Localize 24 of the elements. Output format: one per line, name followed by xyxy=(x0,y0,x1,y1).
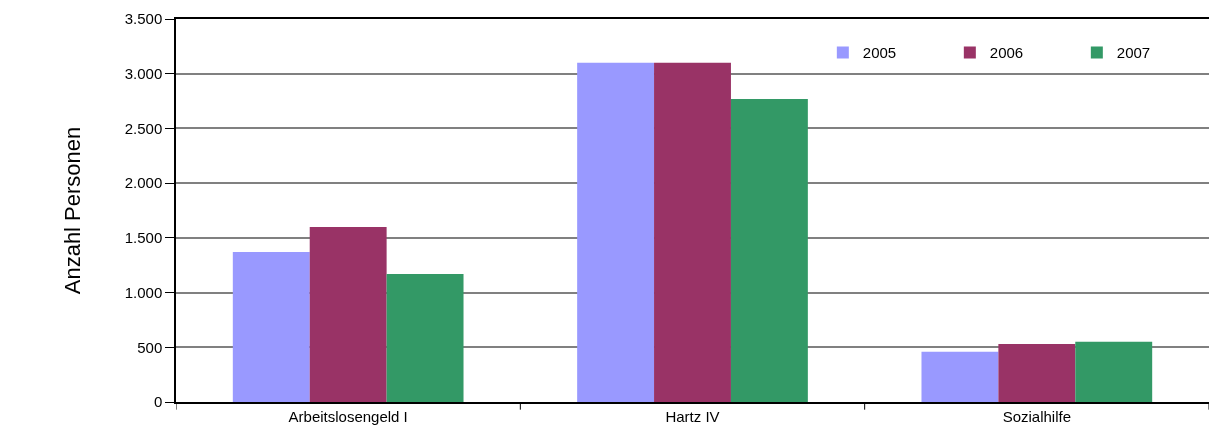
y-axis-title: Anzahl Personen xyxy=(60,126,85,295)
y-tick-label: 3.500 xyxy=(124,10,163,28)
y-tick-label: 500 xyxy=(137,338,163,356)
bar xyxy=(730,98,808,402)
x-tick-label: Hartz IV xyxy=(665,407,720,425)
y-tick-label: 0 xyxy=(153,393,163,411)
legend-label: 2007 xyxy=(1116,44,1151,62)
bar xyxy=(921,351,999,402)
bar xyxy=(386,273,464,402)
x-tick-label: Arbeitslosengeld I xyxy=(288,407,408,425)
legend-label: 2005 xyxy=(862,44,897,62)
bar xyxy=(1075,341,1153,402)
bar xyxy=(654,62,731,402)
y-tick-label: 2.000 xyxy=(124,174,163,192)
y-tick-label: 1.500 xyxy=(124,229,163,247)
y-tick-label: 2.500 xyxy=(124,119,163,137)
bar xyxy=(998,344,1076,402)
legend-label: 2006 xyxy=(989,44,1024,62)
bar xyxy=(232,252,310,402)
bar xyxy=(309,226,387,402)
bar xyxy=(577,62,655,402)
y-tick-label: 3.000 xyxy=(124,64,163,82)
y-tick-label: 1.000 xyxy=(124,283,163,301)
x-tick-label: Sozialhilfe xyxy=(1002,407,1072,425)
